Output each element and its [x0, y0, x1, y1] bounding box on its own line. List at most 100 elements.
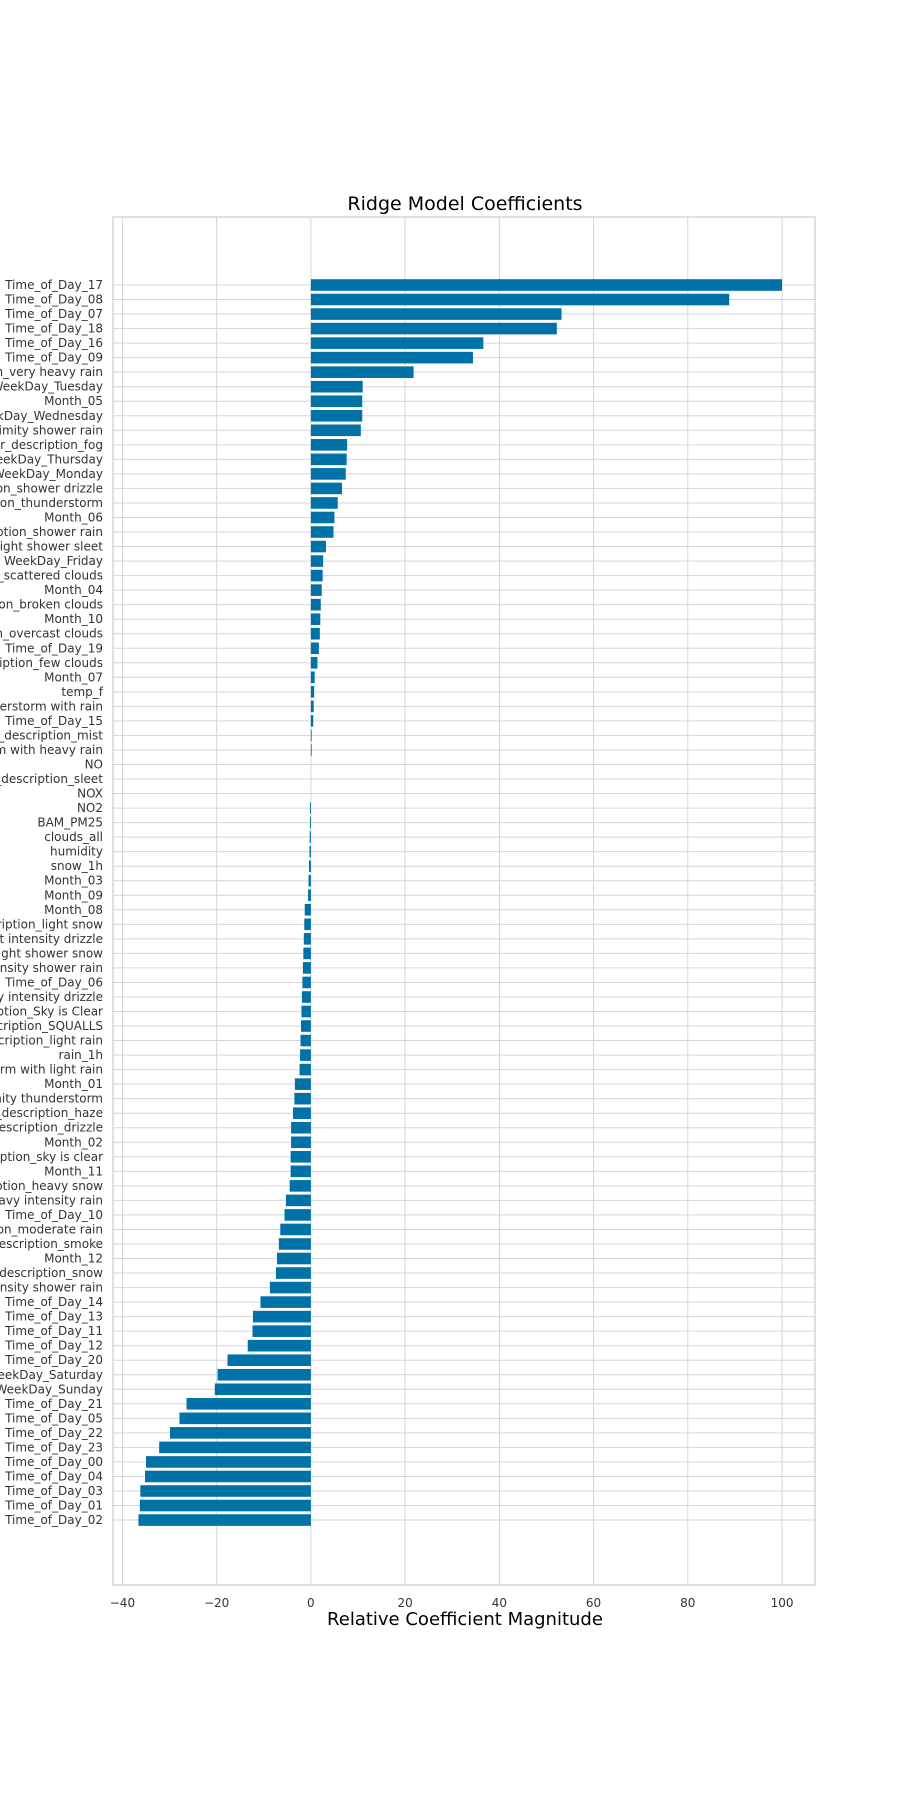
y-tick-label: escription_light rain — [0, 1034, 103, 1048]
x-tick-label: −20 — [204, 1596, 229, 1610]
bar — [310, 409, 363, 422]
x-tick-label: 60 — [586, 1596, 601, 1610]
y-tick-label: NO2 — [77, 801, 103, 815]
y-tick-label: scription_light snow — [0, 917, 103, 931]
y-tick-label: _light shower sleet — [0, 540, 103, 554]
x-tick-label: −40 — [110, 1596, 135, 1610]
bar — [310, 540, 326, 553]
y-tick-label: Time_of_Day_09 — [4, 351, 103, 365]
bar — [159, 1441, 311, 1454]
bar — [310, 686, 315, 698]
y-tick-label: Month_08 — [44, 903, 103, 917]
bar — [310, 511, 335, 524]
y-tick-label: WeekDay_Friday — [4, 554, 103, 568]
bar — [310, 395, 363, 408]
x-tick-label: 40 — [492, 1596, 507, 1610]
bar — [310, 642, 319, 655]
y-tick-label: Month_05 — [44, 394, 103, 408]
y-tick-label: Time_of_Day_01 — [4, 1499, 103, 1513]
bar — [145, 1470, 311, 1483]
bar — [310, 627, 320, 640]
bar — [214, 1383, 311, 1396]
bar — [309, 845, 311, 858]
y-tick-label: n_scattered clouds — [0, 569, 103, 583]
y-tick-label: Time_of_Day_00 — [4, 1455, 103, 1469]
bar — [138, 1514, 311, 1526]
y-tick-label: ght intensity drizzle — [0, 932, 103, 946]
y-tick-label: scription_SQUALLS — [0, 1019, 103, 1033]
bar — [310, 279, 783, 291]
y-tick-label: ion_shower drizzle — [0, 481, 103, 495]
x-tick-label: 80 — [680, 1596, 695, 1610]
y-tick-label: nderstorm with rain — [0, 699, 103, 713]
y-tick-label: on_very heavy rain — [0, 365, 103, 379]
bar — [310, 569, 323, 582]
bar — [308, 874, 311, 887]
y-gridlines — [113, 284, 815, 1521]
bar — [310, 613, 321, 625]
y-tick-label: ription_sky is clear — [0, 1150, 103, 1164]
bar — [310, 439, 348, 451]
y-tick-label: Time_of_Day_22 — [4, 1426, 103, 1440]
bar — [252, 1325, 311, 1337]
bar — [139, 1499, 311, 1512]
bar — [310, 744, 312, 756]
bar — [310, 337, 484, 349]
y-tick-label: temp_f — [61, 685, 103, 699]
bar — [303, 947, 311, 960]
y-tick-label: Time_of_Day_08 — [4, 293, 103, 307]
bar — [290, 1165, 311, 1178]
y-tick-label: WeekDay_Saturday — [0, 1368, 103, 1382]
bar — [276, 1252, 311, 1265]
y-tick-label: description_drizzle — [0, 1121, 103, 1135]
bar — [310, 308, 562, 320]
bar — [276, 1267, 311, 1279]
y-tick-label: WeekDay_Tuesday — [0, 380, 103, 394]
bar — [309, 802, 311, 814]
coefficient-bars — [138, 279, 783, 1526]
y-tick-label: _description_snow — [0, 1266, 103, 1280]
bar — [285, 1194, 311, 1207]
y-tick-label: NO — [85, 757, 103, 771]
y-tick-label: er_description_fog — [0, 438, 103, 452]
bar — [308, 860, 311, 872]
bar — [145, 1456, 311, 1468]
bar — [310, 497, 338, 509]
bar — [269, 1281, 311, 1294]
y-tick-label: Time_of_Day_15 — [4, 714, 103, 728]
bar — [303, 933, 311, 945]
x-tick-label: 100 — [771, 1596, 794, 1610]
y-tick-label: tion_broken clouds — [0, 598, 103, 612]
y-tick-label: humidity — [50, 845, 103, 859]
y-tick-label: _light shower snow — [0, 946, 103, 960]
y-tick-label: r_description_sleet — [0, 772, 103, 786]
y-tick-label: Time_of_Day_23 — [4, 1440, 103, 1454]
bar — [301, 1005, 311, 1018]
bar — [310, 424, 361, 437]
y-tick-label: tion_moderate rain — [0, 1222, 103, 1236]
y-tick-label: Time_of_Day_13 — [4, 1310, 103, 1324]
y-tick-label: imity thunderstorm — [0, 1092, 103, 1106]
bar — [217, 1368, 311, 1381]
y-tick-label: WeekDay_Monday — [0, 467, 103, 481]
bar — [280, 1223, 311, 1236]
bar — [310, 482, 342, 495]
bar — [260, 1296, 311, 1308]
y-tick-label: _description_haze — [0, 1106, 103, 1120]
y-tick-label: ription_Sky is Clear — [0, 1005, 103, 1019]
y-tick-label: Month_06 — [44, 510, 103, 524]
bar — [170, 1427, 311, 1439]
y-tick-label: Time_of_Day_06 — [4, 975, 103, 989]
bar — [308, 889, 311, 902]
bar — [292, 1107, 311, 1120]
bar — [304, 918, 311, 931]
bar — [140, 1485, 311, 1497]
bar — [310, 380, 363, 393]
y-tick-label: Time_of_Day_16 — [4, 336, 103, 350]
y-tick-label: WeekDay_Sunday — [0, 1382, 103, 1396]
y-tick-label: avy intensity drizzle — [0, 990, 103, 1004]
bar — [310, 729, 312, 742]
bar — [301, 991, 311, 1003]
chart-title: Ridge Model Coefficients — [347, 193, 582, 215]
bar — [310, 584, 322, 596]
